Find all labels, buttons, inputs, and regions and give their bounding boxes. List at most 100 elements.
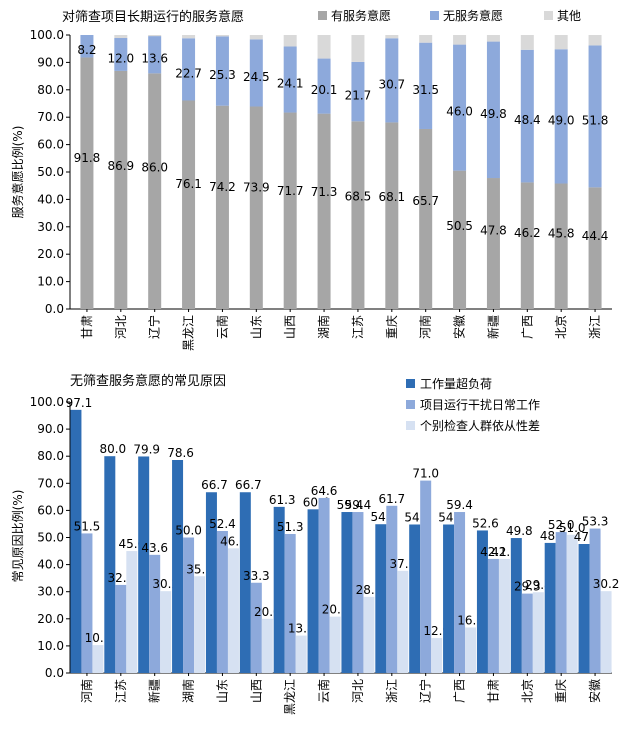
- data-label: 97.1: [66, 396, 93, 410]
- bar-segment: [182, 35, 196, 39]
- data-label: 71.0: [412, 467, 439, 481]
- y-tick-label: 50.0: [37, 165, 64, 179]
- bar-segment: [453, 170, 467, 309]
- data-label: 74.2: [209, 180, 236, 194]
- bar-segment: [249, 106, 263, 309]
- bar: [409, 524, 421, 673]
- x-tick-label: 广西: [520, 315, 534, 339]
- x-tick-label: 江苏: [351, 315, 365, 339]
- bar-segment: [148, 73, 162, 309]
- data-label: 52.4: [209, 517, 236, 531]
- bar-segment: [215, 35, 229, 37]
- bar: [295, 635, 307, 673]
- bar: [149, 554, 161, 673]
- bar-segment: [215, 36, 229, 106]
- data-label: 91.8: [74, 151, 101, 165]
- bar-segment: [419, 128, 433, 309]
- bar-segment: [283, 46, 297, 113]
- data-label: 59.4: [446, 498, 473, 512]
- data-label: 22.7: [175, 66, 202, 80]
- data-label: 78.6: [167, 446, 194, 460]
- bar: [284, 533, 296, 673]
- bar: [205, 492, 217, 673]
- bar-segment: [114, 35, 128, 39]
- bar: [318, 497, 330, 673]
- bar-segment: [419, 35, 433, 43]
- bar: [487, 558, 499, 673]
- bar: [386, 505, 398, 673]
- bar: [397, 570, 409, 673]
- chart2-y-axis-label: 常见原因比例(%): [11, 490, 25, 583]
- x-tick-label: 河南: [79, 679, 94, 703]
- legend-swatch: [430, 11, 439, 20]
- y-tick-label: 90.0: [37, 55, 64, 69]
- bar: [555, 532, 567, 673]
- bar-segment: [419, 42, 433, 129]
- bar-segment: [317, 58, 331, 114]
- x-tick-label: 湖南: [181, 679, 196, 703]
- bar: [115, 584, 127, 673]
- bar: [465, 627, 477, 673]
- data-label: 51.5: [74, 519, 101, 533]
- data-label: 45.8: [548, 227, 575, 241]
- bar: [261, 618, 273, 673]
- data-label: 46.2: [514, 226, 541, 240]
- y-tick-label: 30.0: [37, 220, 64, 234]
- bar-segment: [520, 49, 534, 183]
- legend-label: 工作量超负荷: [420, 376, 492, 391]
- bar-segment: [486, 35, 500, 42]
- bar-segment: [148, 35, 162, 37]
- bar-segment: [554, 183, 568, 309]
- chart1-legend: 有服务意愿 无服务意愿 其他: [318, 8, 581, 23]
- x-tick-label: 安徽: [587, 679, 602, 703]
- legend-swatch: [318, 11, 327, 20]
- bar-segment: [588, 35, 602, 46]
- x-tick-label: 河北: [114, 315, 128, 339]
- bar-segment: [385, 38, 399, 123]
- y-tick-label: 20.0: [37, 247, 64, 261]
- chart1-plot-area: 0.0 10.0 20.0 30.0 40.0 50.0 60.0 70.0 80.0 90.0 1…: [30, 28, 612, 351]
- x-tick-label: 广西: [453, 679, 467, 703]
- x-tick-label: 辽宁: [147, 315, 162, 339]
- x-tick-label: 黑龙江: [283, 679, 297, 715]
- chart2-plot-area: 0.0 10.0 20.0 30.0 40.0 50.0 60.0 70.0 80.0 90.0 1…: [30, 395, 620, 715]
- x-tick-label: 山西: [283, 315, 297, 339]
- data-label: 64.6: [311, 484, 338, 498]
- bar: [160, 591, 172, 673]
- bar: [138, 456, 150, 673]
- y-tick-label: 0.0: [45, 302, 64, 316]
- x-tick-label: 河北: [351, 679, 365, 703]
- data-label: 25.3: [209, 68, 236, 82]
- data-label: 52.6: [472, 516, 499, 530]
- y-tick-label: 80.0: [37, 83, 64, 97]
- bar: [443, 524, 455, 673]
- bar: [454, 512, 466, 673]
- y-tick-label: 70.0: [37, 476, 64, 490]
- x-tick-label: 浙江: [385, 679, 399, 703]
- y-tick-label: 100.0: [30, 28, 64, 42]
- data-label: 44.4: [582, 229, 609, 243]
- x-tick-label: 浙江: [588, 315, 602, 339]
- data-label: 65.7: [412, 194, 439, 208]
- x-tick-label: 山东: [249, 315, 263, 339]
- data-label: 24.1: [277, 77, 304, 91]
- bar-segment: [588, 187, 602, 309]
- y-tick-label: 50.0: [37, 531, 64, 545]
- x-tick-label: 北京: [554, 315, 568, 339]
- y-tick-label: 10.0: [37, 275, 64, 289]
- x-tick-label: 重庆: [554, 679, 568, 703]
- data-label: 61.7: [378, 492, 405, 506]
- data-label: 52.0: [548, 518, 575, 532]
- x-tick-label: 安徽: [452, 315, 467, 339]
- bar: [341, 512, 353, 673]
- bar-segment: [385, 122, 399, 309]
- bar: [589, 528, 601, 673]
- data-label: 51.0: [559, 521, 586, 535]
- data-label: 68.5: [345, 189, 372, 203]
- data-label: 13.6: [141, 52, 168, 66]
- data-label: 50.5: [446, 219, 473, 233]
- y-tick-label: 10.0: [37, 639, 64, 653]
- x-tick-label: 云南: [316, 679, 331, 703]
